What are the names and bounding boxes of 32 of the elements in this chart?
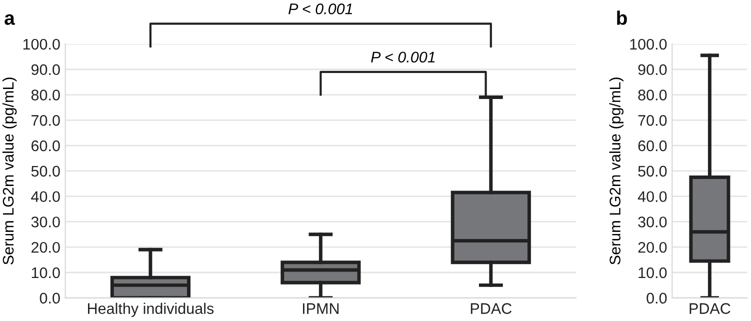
text: P < 0.001	[288, 3, 352, 14]
y-tick-label: 80.0	[638, 90, 667, 100]
y-tick-label: 30.0	[638, 216, 667, 228]
y-tick-label: 50.0	[31, 166, 60, 177]
y-tick-label: 60.0	[638, 140, 667, 152]
x-tick-label: IPMN	[302, 303, 339, 314]
x-tick-label: PDAC	[470, 303, 512, 314]
y-tick-label: 100.0	[630, 38, 667, 50]
y-tick-label: 0.0	[646, 292, 667, 304]
y-tick-label: 20.0	[32, 242, 60, 253]
y-tick-label: 20.0	[638, 242, 667, 253]
y-tick-label: 100.0	[23, 38, 60, 50]
text: b	[617, 10, 627, 25]
text: a	[4, 14, 15, 25]
y-tick-label: 90.0	[638, 64, 667, 76]
y-tick-label: 70.0	[32, 115, 60, 126]
y-tick-label: 0.0	[40, 292, 60, 304]
y-tick-label: 40.0	[31, 191, 60, 202]
y-axis-title: Serum LG2m value (pg/mL)	[609, 78, 624, 264]
y-tick-label: 10.0	[32, 267, 60, 278]
x-tick-label: Healthy individuals	[88, 302, 214, 317]
y-tick-label: 80.0	[31, 90, 60, 100]
x-tick-label: PDAC	[690, 303, 730, 314]
y-axis-title: Serum LG2m value (pg/mL)	[2, 78, 17, 264]
y-tick-label: 70.0	[638, 115, 667, 126]
y-tick-label: 60.0	[32, 140, 60, 152]
annotation: P < 0.001	[371, 52, 435, 63]
y-tick-label: 90.0	[31, 64, 60, 76]
y-tick-label: 10.0	[638, 267, 667, 278]
y-tick-label: 30.0	[31, 216, 60, 228]
y-tick-label: 50.0	[638, 166, 667, 177]
y-tick-label: 40.0	[638, 191, 667, 202]
